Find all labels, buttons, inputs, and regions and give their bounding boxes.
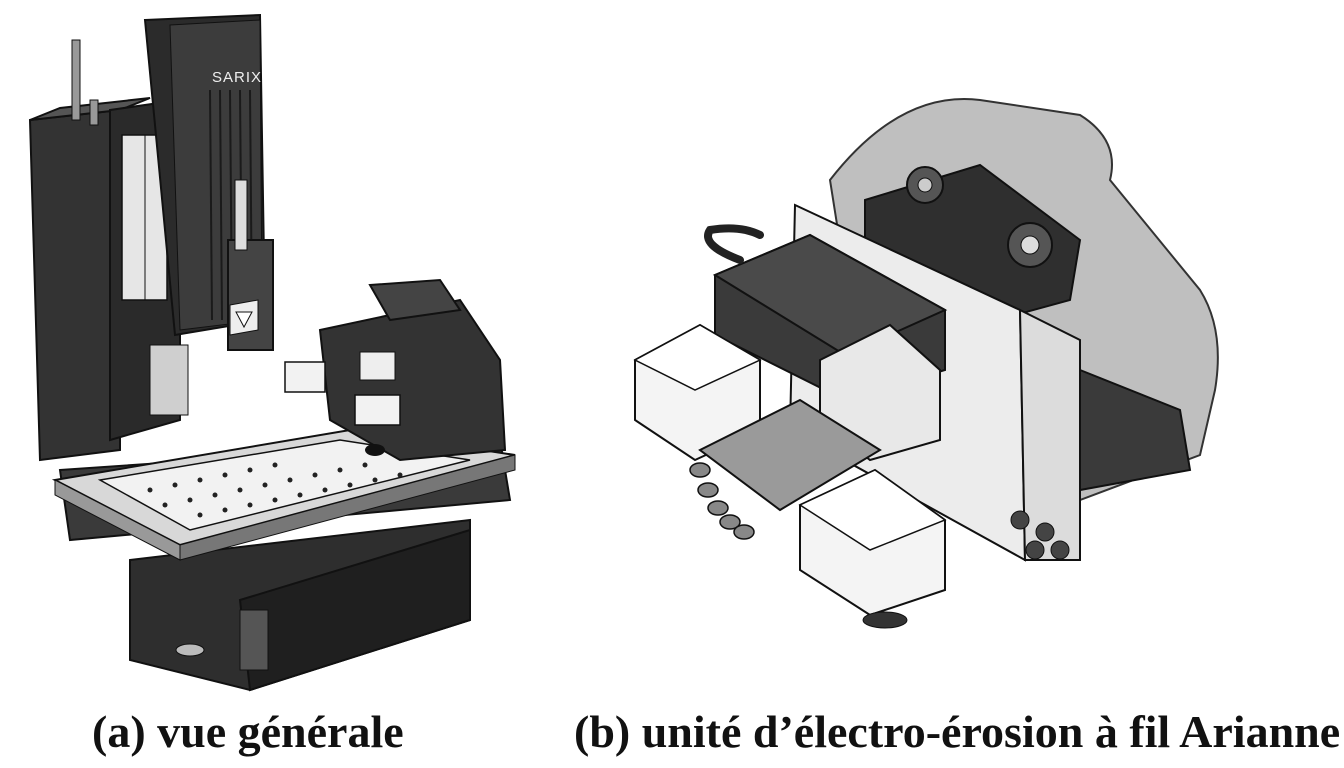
figure-panel-a: SARIX xyxy=(0,0,560,700)
caption-panel-b: (b) unité d’électro-érosion à fil Ariann… xyxy=(574,706,1341,757)
brand-label: SARIX xyxy=(212,69,262,86)
figure-panel-b xyxy=(600,70,1240,670)
machine-general-view: SARIX xyxy=(28,13,516,692)
caption-panel-a: (a) vue générale xyxy=(92,706,404,757)
wire-edm-unit-view xyxy=(633,98,1219,629)
